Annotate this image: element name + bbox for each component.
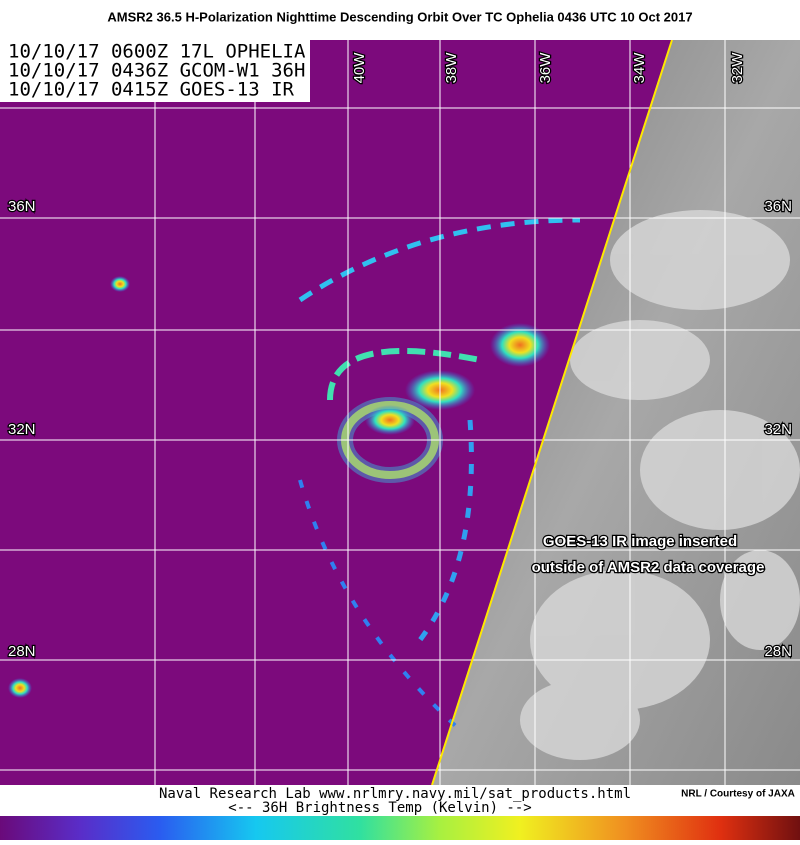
header-box — [0, 40, 310, 102]
lat-label: 28N — [764, 643, 792, 660]
lat-label: 28N — [8, 643, 36, 660]
lon-label: 32W — [729, 52, 746, 84]
footer-source: Naval Research Lab www.nrlmry.navy.mil/s… — [159, 786, 631, 802]
title: AMSR2 36.5 H-Polarization Nighttime Desc… — [107, 9, 692, 24]
graticule — [0, 40, 800, 785]
credit: NRL / Courtesy of JAXA — [681, 789, 795, 800]
lat-label: 32N — [8, 421, 36, 438]
lon-label: 40W — [351, 52, 368, 84]
lon-label: 34W — [631, 52, 648, 84]
annotation: outside of AMSR2 data coverage — [532, 559, 765, 576]
colorbar — [0, 816, 800, 840]
header-line: 10/10/17 0415Z GOES-13 IR — [8, 79, 295, 101]
lon-label: 36W — [537, 52, 554, 84]
lat-label: 32N — [764, 421, 792, 438]
header-line: 10/10/17 0600Z 17L OPHELIA — [8, 41, 306, 63]
coverage-edge — [431, 40, 673, 785]
scale-caption: <-- 36H Brightness Temp (Kelvin) --> — [228, 800, 531, 816]
header-line: 10/10/17 0436Z GCOM-W1 36H — [8, 60, 305, 82]
lat-label: 36N — [8, 198, 36, 215]
annotation: GOES-13 IR image inserted — [543, 533, 737, 550]
lon-label: 38W — [443, 52, 460, 84]
map — [0, 40, 800, 785]
lat-label: 36N — [764, 198, 792, 215]
